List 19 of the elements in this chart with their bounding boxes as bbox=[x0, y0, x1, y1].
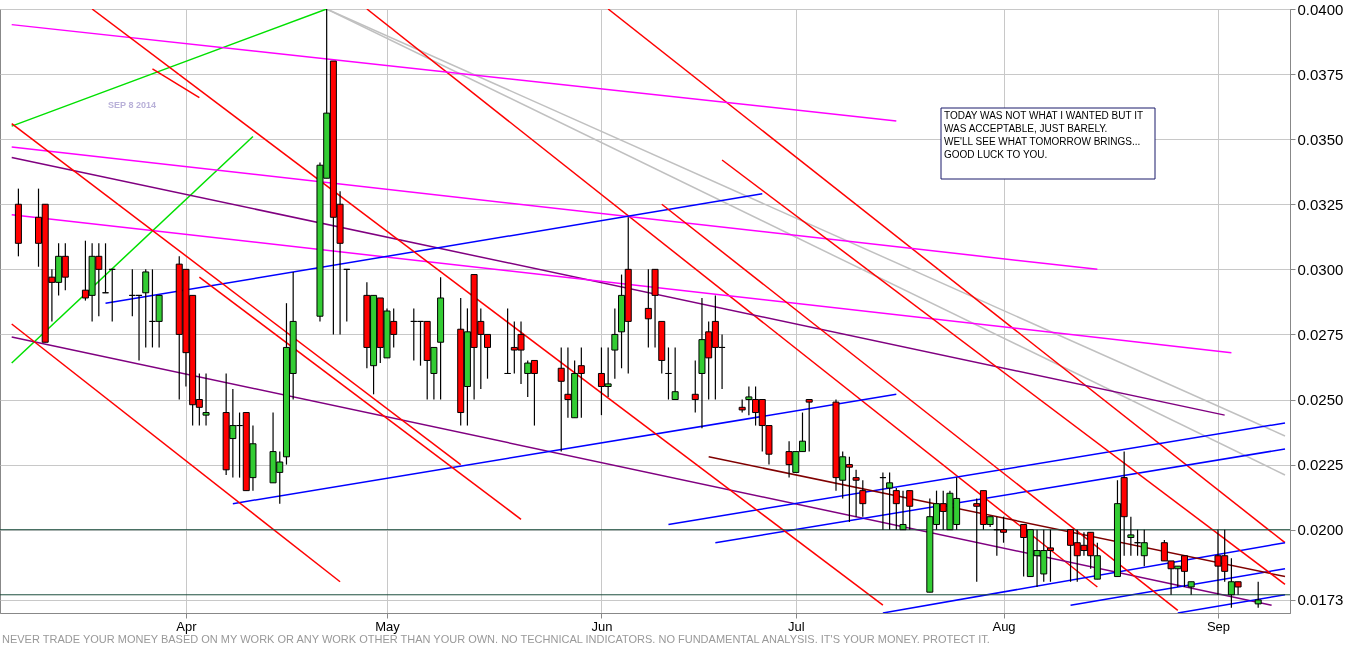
annotation: TODAY WAS NOT WHAT I WANTED BUT IT WAS ACCEPTABLE, JUST BARELY. WE'LL SEE WHAT TOMORROW BRINGS... GOOD LUCK TO YOU. bbox=[944, 110, 1144, 160]
x-tick-label: Apr bbox=[176, 618, 198, 634]
y-tick-label: 0.0225 bbox=[1297, 456, 1344, 474]
text: NEVER TRADE YOUR MONEY BASED ON MY WORK OR ANY WORK OTHER THAN YOUR OWN. NO TECHNICAL INDICATORS. NO FUNDAMENTAL ANALYSIS. IT'S YOUR MONEY. PROTECT IT. bbox=[2, 633, 990, 645]
x-tick-label: May bbox=[375, 618, 401, 634]
y-tick-label: 0.0173 bbox=[1297, 591, 1344, 609]
annotation: SEP 8 2014 bbox=[108, 100, 156, 110]
x-tick-label: Sep bbox=[1206, 618, 1231, 634]
x-tick-label: Aug bbox=[992, 618, 1016, 634]
y-tick-label: 0.0200 bbox=[1297, 521, 1344, 539]
y-tick-label: 0.0400 bbox=[1297, 0, 1344, 18]
y-tick-label: 0.0300 bbox=[1297, 260, 1344, 278]
y-tick-label: 0.0325 bbox=[1297, 195, 1344, 213]
x-tick-label: Jun bbox=[591, 618, 613, 634]
y-tick-label: 0.0275 bbox=[1297, 325, 1344, 343]
y-tick-label: 0.0350 bbox=[1297, 130, 1344, 148]
x-tick-label: Jul bbox=[787, 618, 805, 634]
y-tick-label: 0.0375 bbox=[1297, 65, 1344, 83]
y-tick-label: 0.0250 bbox=[1297, 391, 1344, 409]
